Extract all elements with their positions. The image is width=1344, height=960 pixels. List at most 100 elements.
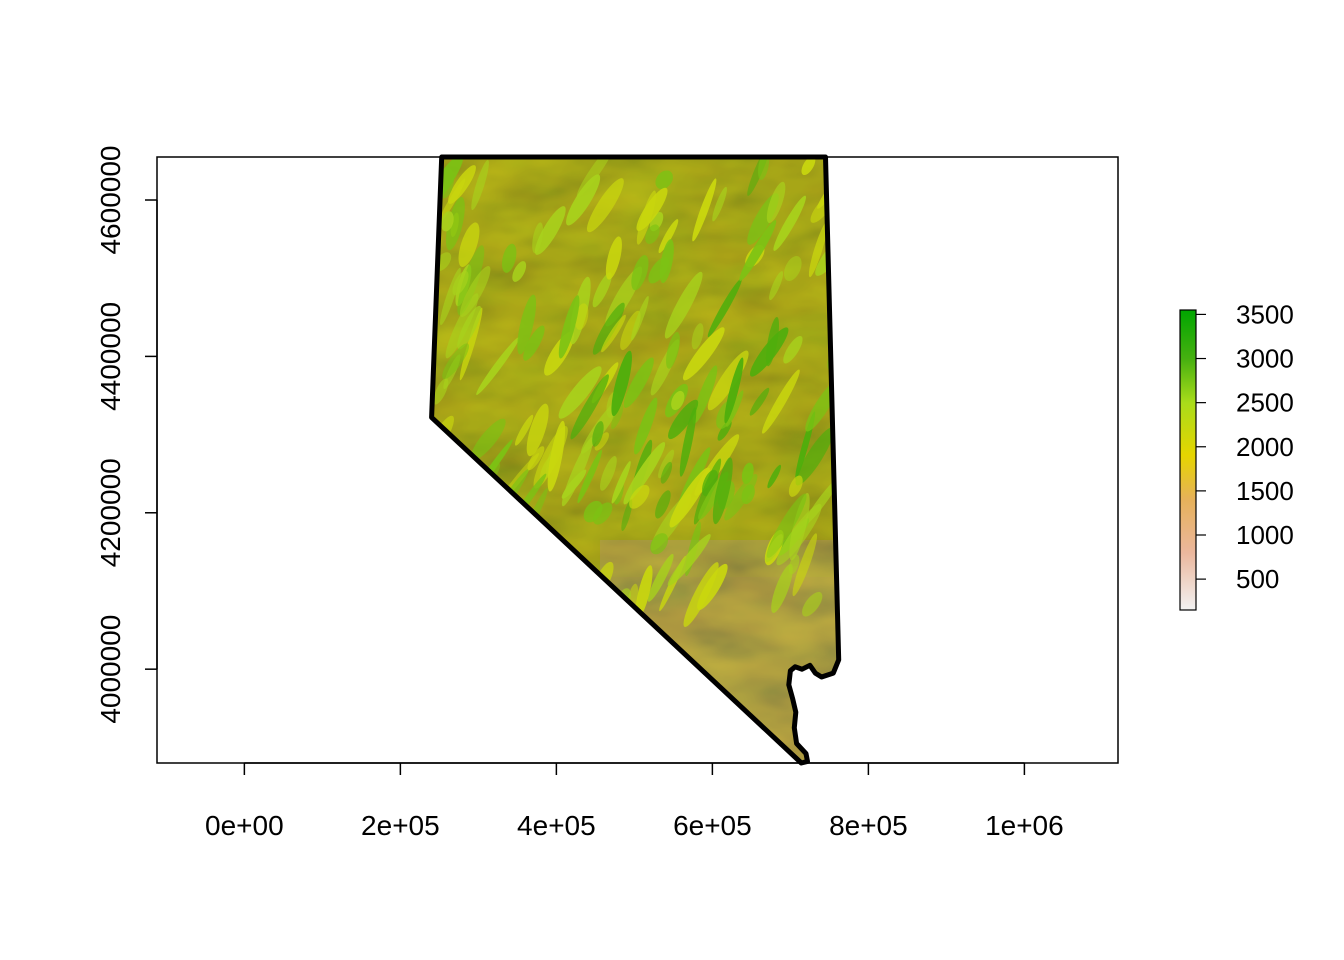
ridge-mark	[659, 239, 674, 284]
ridge-mark	[432, 541, 465, 592]
ridge-mark	[629, 484, 650, 509]
ridge-mark	[767, 464, 782, 489]
legend-ticks: 500 1000 1500 2000 2500 3000 3500	[1196, 299, 1294, 594]
ridge-mark	[547, 420, 566, 492]
ridge-mark	[620, 310, 641, 351]
ridge-mark	[802, 591, 823, 617]
ridge-mark	[514, 414, 534, 446]
ridge-mark	[438, 178, 466, 224]
ridge-mark	[650, 533, 669, 555]
ridge-mark	[683, 562, 719, 628]
x-axis: 0e+00 2e+05 4e+05 6e+05 8e+05 1e+06	[205, 762, 1064, 841]
ridge-mark	[808, 221, 828, 278]
ridge-mark	[724, 357, 744, 424]
ridge-mark	[512, 261, 527, 282]
ridge-mark	[457, 245, 485, 316]
ridge-mark	[561, 437, 594, 507]
ridge-mark	[468, 492, 493, 540]
ridge-mark	[594, 432, 609, 451]
ridge-mark	[459, 265, 491, 318]
ridge-mark	[668, 399, 699, 440]
ridge-mark	[691, 323, 704, 350]
legend-tick-label: 3500	[1236, 299, 1294, 329]
ridge-mark	[692, 365, 718, 424]
ridge-mark	[566, 174, 601, 226]
ridge-mark	[679, 407, 697, 477]
ridge-mark	[438, 509, 455, 536]
ridge-mark	[527, 446, 545, 471]
ridge-mark	[592, 302, 625, 355]
ridge-mark	[631, 255, 649, 291]
ridge-mark	[741, 462, 754, 484]
ridge-mark	[441, 211, 454, 232]
ridge-mark	[532, 222, 544, 254]
x-tick-label: 6e+05	[673, 810, 752, 841]
state-outline	[429, 154, 842, 766]
ridge-mark	[647, 553, 674, 602]
ridge-mark	[766, 181, 786, 224]
ridge-mark	[666, 331, 680, 369]
ridge-mark	[741, 484, 755, 505]
ridge-mark	[457, 305, 482, 350]
ridge-mark	[635, 565, 653, 619]
ridge-mark	[433, 378, 449, 405]
ridge-mark	[636, 187, 668, 232]
ridge-mark	[534, 206, 566, 255]
x-tick-label: 0e+00	[205, 810, 284, 841]
ridge-mark	[645, 224, 660, 244]
ridge-mark	[725, 390, 744, 427]
ridge-mark	[712, 457, 733, 525]
ridge-mark	[658, 219, 679, 254]
ridge-mark	[783, 335, 803, 364]
ridge-mark	[504, 533, 518, 574]
ridge-mark	[792, 533, 818, 597]
ridge-mark	[739, 220, 777, 281]
ridge-mark	[593, 502, 613, 525]
ridge-mark	[592, 272, 612, 308]
ridge-mark	[586, 178, 624, 233]
ridge-mark	[445, 196, 465, 251]
ridge-mark	[471, 159, 489, 211]
color-legend: 500 1000 1500 2000 2500 3000 3500	[1179, 299, 1294, 611]
x-tick-label: 1e+06	[985, 810, 1064, 841]
ridge-mark	[749, 387, 770, 416]
legend-tick-label: 3000	[1236, 344, 1294, 374]
ridge-mark	[707, 278, 742, 338]
y-tick-label: 4000000	[95, 615, 126, 724]
ridge-mark	[452, 270, 469, 296]
ridge-mark	[458, 222, 480, 267]
ridge-mark	[671, 390, 685, 411]
x-tick-label: 4e+05	[517, 810, 596, 841]
ridge-mark	[558, 295, 580, 359]
ridge-mark	[765, 534, 783, 563]
ridge-mark	[518, 539, 549, 589]
ridge-mark	[523, 325, 545, 361]
ridge-mark	[773, 195, 806, 251]
ridge-mark	[526, 403, 549, 457]
ridge-mark	[448, 444, 460, 470]
ridge-mark	[655, 490, 671, 519]
ridge-mark	[470, 418, 506, 461]
ridge-mark	[605, 236, 622, 280]
ridge-mark	[599, 456, 617, 491]
mountain-ridges	[431, 157, 839, 628]
ridge-mark	[693, 458, 722, 525]
ridge-mark	[669, 467, 711, 528]
ridge-mark	[801, 157, 816, 176]
ridge-mark	[771, 564, 793, 613]
ridge-mark	[692, 178, 717, 242]
ridge-mark	[577, 449, 602, 504]
ridge-mark	[660, 461, 673, 484]
y-tick-label: 4400000	[95, 302, 126, 411]
ridge-mark	[631, 295, 649, 341]
raster-texture	[431, 157, 839, 763]
ridge-mark	[611, 404, 624, 430]
x-tick-label: 2e+05	[361, 810, 440, 841]
ridge-mark	[450, 536, 470, 602]
ridge-mark	[623, 442, 666, 505]
ridge-mark	[667, 534, 711, 586]
ridge-mark	[576, 157, 615, 198]
ridge-mark	[601, 314, 626, 353]
ridge-mark	[431, 542, 454, 598]
ridge-mark	[517, 294, 537, 355]
